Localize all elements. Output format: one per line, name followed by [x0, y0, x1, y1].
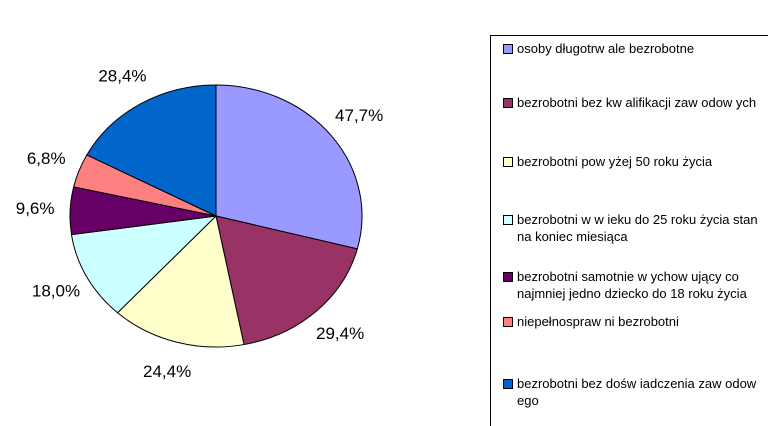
- legend-item: bezrobotni pow yżej 50 roku życia: [503, 153, 768, 170]
- legend-swatch: [503, 379, 513, 389]
- data-label: 47,7%: [335, 106, 383, 125]
- legend-swatch: [503, 317, 513, 327]
- legend-item: niepełnospraw ni bezrobotni: [503, 313, 768, 330]
- legend-label: niepełnospraw ni bezrobotni: [517, 314, 679, 329]
- legend-label: osoby długotrw ale bezrobotne: [517, 41, 695, 56]
- legend-swatch: [503, 157, 513, 167]
- legend-label: bezrobotni bez kw alifikacji zaw odow yc…: [517, 95, 757, 110]
- legend: osoby długotrw ale bezrobotne bezrobotni …: [490, 35, 768, 426]
- legend-swatch: [503, 272, 513, 282]
- legend-item: osoby długotrw ale bezrobotne: [503, 40, 768, 57]
- legend-item: bezrobotni samotnie w ychow ujący co naj…: [503, 268, 768, 302]
- data-label: 28,4%: [98, 66, 146, 85]
- data-label: 24,4%: [143, 362, 191, 381]
- legend-swatch: [503, 98, 513, 108]
- legend-label: bezrobotni pow yżej 50 roku życia: [517, 154, 713, 169]
- pie-slice: [116, 215, 245, 348]
- data-label: 9,6%: [16, 199, 55, 218]
- legend-label: bezrobotni w w ieku do 25 roku życia sta…: [517, 212, 758, 244]
- pie-area: 47,7% 29,4% 24,4% 18,0% 9,6% 6,8% 28,4%: [16, 66, 384, 381]
- legend-swatch: [503, 215, 513, 225]
- legend-item: bezrobotni bez kw alifikacji zaw odow yc…: [503, 94, 768, 111]
- legend-label: bezrobotni bez dośw iadczenia zaw odow e…: [517, 376, 757, 408]
- data-label: 6,8%: [27, 149, 66, 168]
- legend-item: bezrobotni w w ieku do 25 roku życia sta…: [503, 211, 768, 245]
- legend-swatch: [503, 44, 513, 54]
- data-label: 29,4%: [316, 324, 364, 343]
- pie-slice: [215, 84, 363, 250]
- data-label: 18,0%: [32, 281, 80, 300]
- legend-item: bezrobotni bez dośw iadczenia zaw odow e…: [503, 375, 768, 409]
- legend-label: bezrobotni samotnie w ychow ujący co naj…: [517, 269, 747, 301]
- pie-slice: [215, 215, 358, 346]
- pie-slice: [70, 215, 218, 314]
- pie-slice: [86, 84, 217, 217]
